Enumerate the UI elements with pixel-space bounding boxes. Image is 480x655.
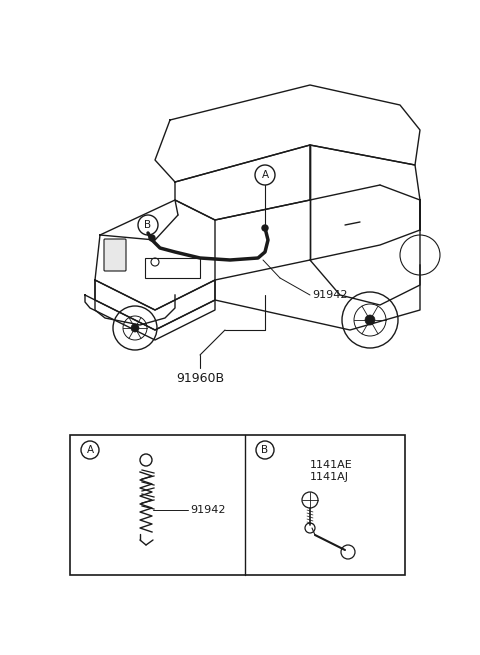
Text: 1141AJ: 1141AJ <box>310 472 349 482</box>
Text: B: B <box>144 220 152 230</box>
Text: A: A <box>262 170 269 180</box>
Text: 91942: 91942 <box>312 290 348 300</box>
Text: 91942: 91942 <box>190 505 226 515</box>
Circle shape <box>131 324 139 332</box>
Text: B: B <box>262 445 269 455</box>
Circle shape <box>365 315 375 325</box>
Bar <box>145 258 200 278</box>
Circle shape <box>262 225 268 231</box>
FancyBboxPatch shape <box>104 239 126 271</box>
Text: A: A <box>86 445 94 455</box>
Text: 1141AE: 1141AE <box>310 460 353 470</box>
Text: 91960B: 91960B <box>176 371 224 384</box>
Circle shape <box>149 235 155 241</box>
Bar <box>70 435 405 575</box>
